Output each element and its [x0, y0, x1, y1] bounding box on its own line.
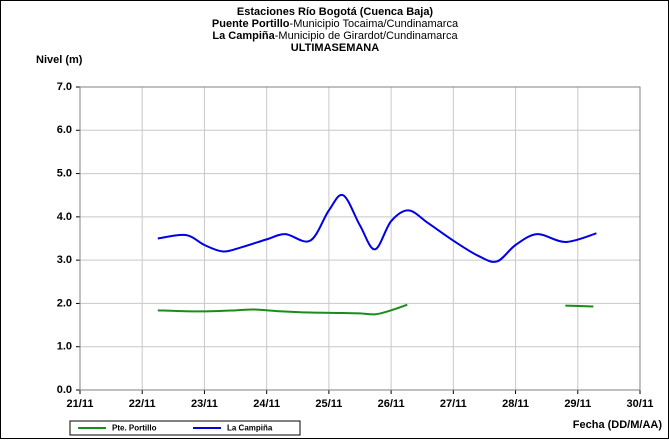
- y-axis-label: Nivel (m): [36, 54, 83, 66]
- y-tick-label: 2.0: [57, 297, 72, 309]
- x-axis-label: Fecha (DD/M/AA): [573, 419, 663, 431]
- y-tick-label: 3.0: [57, 254, 72, 266]
- legend-box: [69, 420, 301, 436]
- x-tick-label: 29/11: [564, 398, 591, 410]
- y-tick-label: 0.0: [57, 384, 72, 396]
- subtitle-text: -Municipio Tocaima/Cundinamarca: [290, 18, 459, 30]
- y-tick-label: 6.0: [57, 124, 72, 136]
- x-tick-label: 28/11: [502, 398, 529, 410]
- subtitle: La Campiña-Municipio de Girardot/Cundina…: [212, 30, 458, 42]
- subtitle: Puente Portillo-Municipio Tocaima/Cundin…: [212, 18, 459, 30]
- data-line: [157, 303, 594, 316]
- plot-border: [79, 86, 641, 391]
- period: ULTIMASEMANA: [291, 42, 379, 54]
- x-tick-label: 26/11: [378, 398, 405, 410]
- x-tick-label: 24/11: [253, 398, 280, 410]
- data-line: [157, 193, 597, 263]
- x-tick-label: 22/11: [129, 398, 156, 410]
- x-tick-label: 23/11: [191, 398, 218, 410]
- x-tick-label: 21/11: [67, 398, 94, 410]
- y-tick-label: 7.0: [57, 81, 72, 93]
- chart-title: Estaciones Río Bogotá (Cuenca Baja): [237, 6, 434, 18]
- x-tick-label: 27/11: [440, 398, 467, 410]
- subtitle-text: -Municipio de Girardot/Cundinamarca: [275, 30, 459, 42]
- x-tick-label: 25/11: [315, 398, 342, 410]
- y-tick-label: 1.0: [57, 341, 72, 353]
- subtitle-bold: Puente Portillo: [212, 18, 290, 30]
- subtitle-bold: La Campiña: [212, 30, 275, 42]
- legend-label: Pte. Portillo: [112, 424, 157, 433]
- x-tick-label: 30/11: [627, 398, 654, 410]
- y-tick-label: 5.0: [57, 167, 72, 179]
- legend-label: La Campiña: [227, 424, 273, 433]
- y-tick-label: 4.0: [57, 211, 72, 223]
